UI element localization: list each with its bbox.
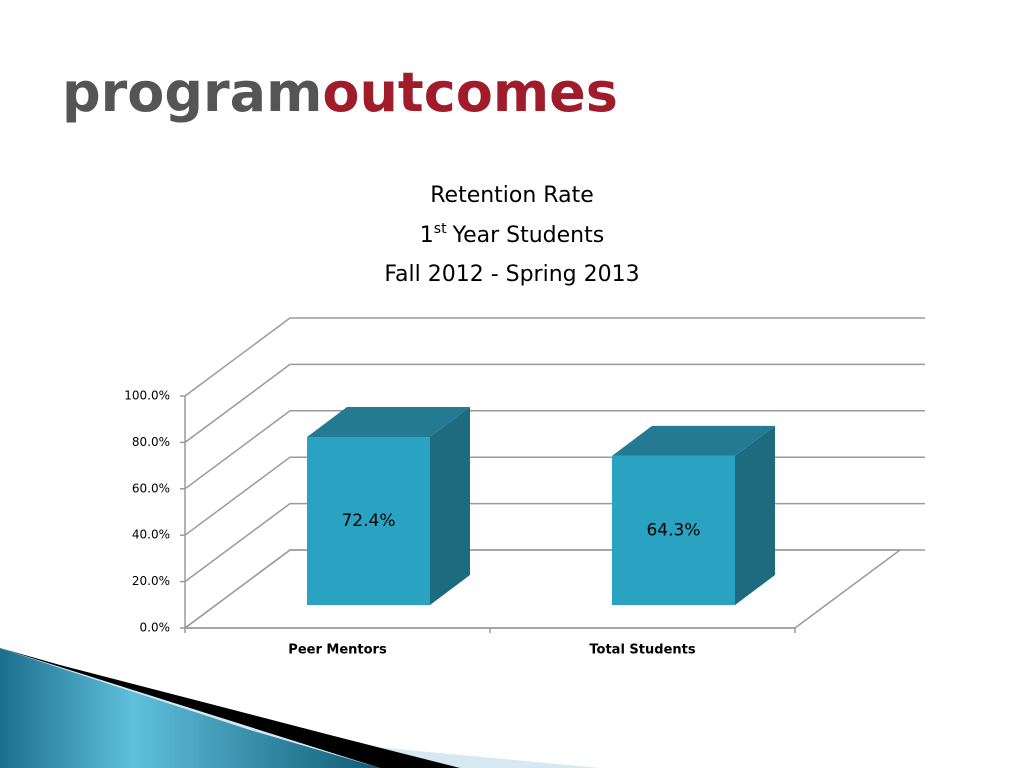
bar: [307, 437, 430, 605]
bar-side: [430, 407, 470, 605]
y-tick-label: 0.0%: [140, 621, 171, 635]
chart-title-line: 1st Year Students: [420, 221, 604, 248]
floor: [182, 549, 903, 629]
grid-line: [184, 502, 925, 583]
title-red: outcomes: [322, 61, 618, 124]
chart-title-line: Retention Rate: [430, 183, 594, 208]
y-tick-label: 100.0%: [124, 389, 170, 403]
chart-title: Retention Rate 1st Year Students Fall 201…: [384, 183, 639, 287]
plot: 0.0% 20.0% 40.0% 60.0% 80.0% 100.0% Peer Mento…: [124, 317, 925, 658]
data-label: 64.3%: [646, 520, 700, 540]
title-suffix: st: [434, 221, 447, 237]
data-label: 72.4%: [341, 511, 395, 531]
grid-line: [184, 549, 925, 629]
y-tick-label: 60.0%: [132, 481, 170, 495]
grid-line: [184, 317, 925, 397]
title-rest: Year Students: [452, 223, 605, 248]
chart-title-line: Fall 2012 - Spring 2013: [384, 262, 639, 287]
x-tick-label: Total Students: [589, 643, 695, 658]
slide-title: programoutcomes: [62, 61, 618, 124]
y-tick-label: 40.0%: [132, 528, 170, 542]
title-number: 1: [420, 223, 434, 248]
x-tick-label: Peer Mentors: [288, 643, 387, 658]
grid-line: [184, 363, 925, 444]
y-tick-label: 80.0%: [132, 435, 170, 449]
y-tick-label: 20.0%: [132, 574, 170, 588]
grid-line: [184, 410, 925, 490]
bar-top: [307, 407, 470, 438]
bar-side: [735, 425, 775, 605]
decoration: [0, 648, 600, 768]
bar-top: [612, 425, 775, 456]
title-gray: program: [62, 61, 322, 124]
bar: [612, 455, 735, 605]
grid-line: [184, 456, 925, 536]
